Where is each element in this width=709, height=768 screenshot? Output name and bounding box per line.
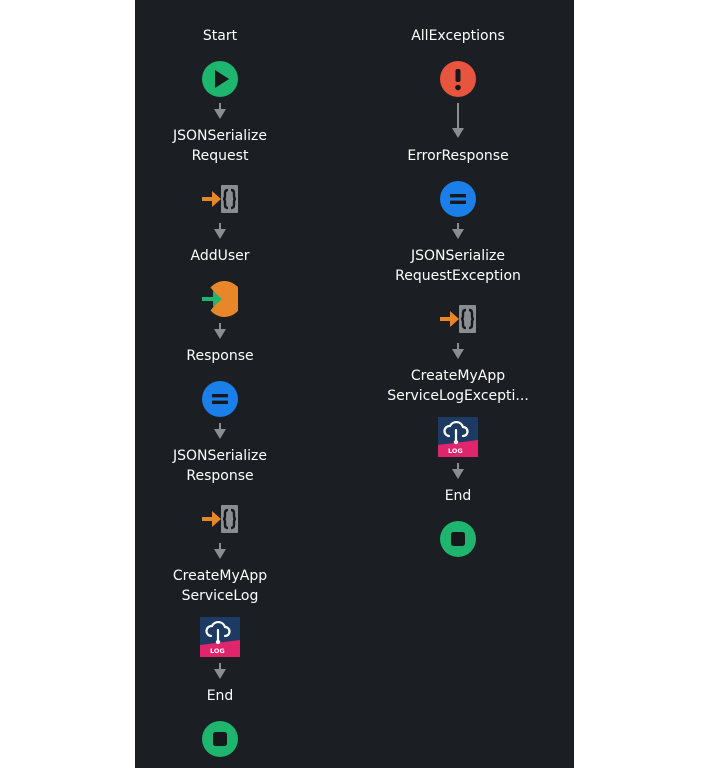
- node-label: End: [444, 488, 472, 504]
- connector-arrow[interactable]: [214, 223, 226, 239]
- node-label: Response: [186, 348, 254, 364]
- connector-arrow[interactable]: [214, 543, 226, 559]
- connector-arrow[interactable]: [452, 343, 464, 359]
- stop-icon[interactable]: [202, 721, 238, 757]
- node-label: JSONSerialize: [173, 448, 267, 464]
- node-label: AllExceptions: [411, 28, 505, 44]
- exclamation-icon[interactable]: [440, 61, 476, 97]
- assign-icon[interactable]: [202, 381, 238, 417]
- execute-action-icon[interactable]: [202, 281, 238, 317]
- log-badge-text: LOG: [448, 447, 463, 455]
- json-serialize-icon[interactable]: [202, 501, 238, 537]
- node-label: Response: [186, 468, 254, 484]
- node-label: CreateMyApp: [410, 368, 506, 384]
- node-label: JSONSerialize: [173, 128, 267, 144]
- node-label: End: [206, 688, 234, 704]
- json-serialize-icon[interactable]: [202, 181, 238, 217]
- connector-arrow[interactable]: [214, 423, 226, 439]
- log-badge-text: LOG: [210, 647, 225, 655]
- flow-canvas: Start JSONSerialize Request AddUser Respon…: [135, 0, 574, 768]
- assign-icon[interactable]: [440, 181, 476, 217]
- node-label: Start: [202, 28, 238, 44]
- connector-arrow[interactable]: [452, 223, 464, 239]
- connector-arrow[interactable]: [214, 663, 226, 679]
- node-label: ServiceLog: [181, 588, 259, 604]
- node-label: RequestException: [395, 268, 521, 284]
- cloud-log-icon[interactable]: LOG: [200, 617, 240, 657]
- connector-arrow[interactable]: [452, 103, 464, 138]
- node-label: ErrorResponse: [407, 148, 509, 164]
- connector-arrow[interactable]: [452, 463, 464, 479]
- play-icon[interactable]: [202, 61, 238, 97]
- node-label: AddUser: [190, 248, 250, 264]
- json-serialize-icon[interactable]: [440, 301, 476, 337]
- stop-icon[interactable]: [440, 521, 476, 557]
- node-label: CreateMyApp: [172, 568, 268, 584]
- node-label: Request: [191, 148, 249, 164]
- cloud-log-icon[interactable]: LOG: [438, 417, 478, 457]
- node-label: ServiceLogExcepti...: [387, 388, 529, 404]
- connector-arrow[interactable]: [214, 323, 226, 339]
- connector-arrow[interactable]: [214, 103, 226, 119]
- node-label: JSONSerialize: [411, 248, 505, 264]
